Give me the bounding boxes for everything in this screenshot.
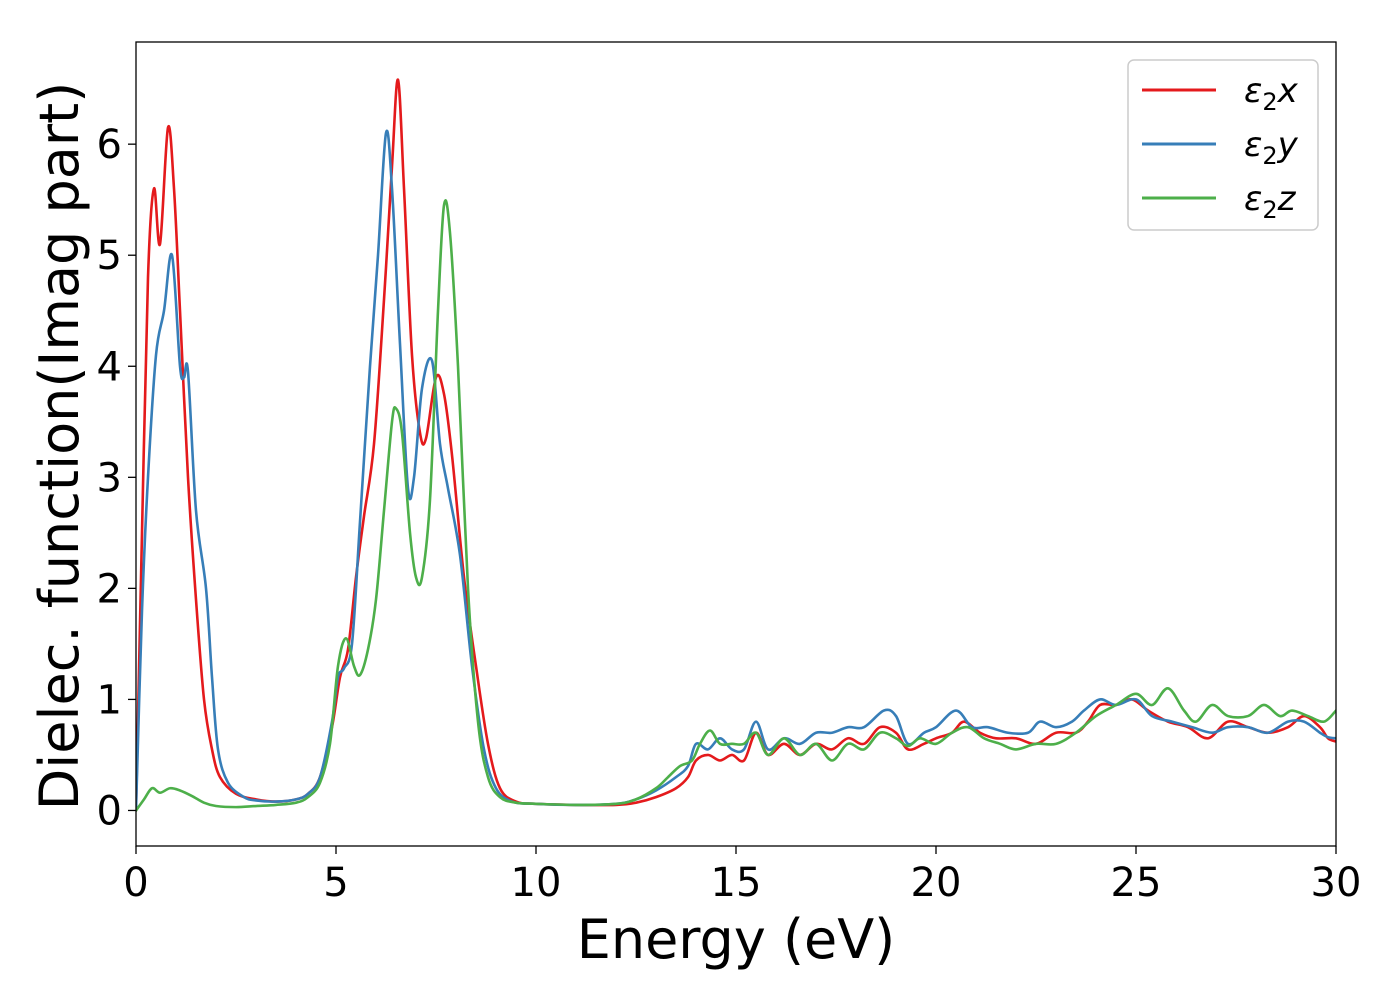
y-tick-label: 2 [97,566,122,612]
series-layer [136,78,1336,812]
y-axis: 0 1 2 3 4 5 6 [97,122,136,834]
x-tick-label: 0 [123,860,148,906]
y-tick-label: 5 [97,233,122,279]
legend-box [1127,59,1319,231]
x-tick-label: 25 [1111,860,1162,906]
y-axis-label: Dielec. function(Imag part) [28,82,91,811]
legend-label-y: ε2y [1244,125,1299,170]
y-tick-label: 0 [97,788,122,834]
x-tick-label: 15 [711,860,762,906]
series-line-z [136,199,1336,812]
legend-label-x: ε2x [1244,71,1299,116]
x-tick-label: 5 [323,860,348,906]
y-tick-label: 3 [97,455,122,501]
y-tick-label: 6 [97,122,122,168]
x-axis-label: Energy (eV) [577,908,896,971]
legend-label-z: ε2z [1244,179,1297,224]
y-tick-label: 1 [97,677,122,723]
x-tick-label: 20 [911,860,962,906]
x-tick-label: 30 [1311,860,1362,906]
x-tick-label: 10 [511,860,562,906]
legend: ε2x ε2y ε2z [1127,59,1319,231]
x-axis: 0 5 10 15 20 25 30 [123,846,1361,906]
y-tick-label: 4 [97,344,122,390]
